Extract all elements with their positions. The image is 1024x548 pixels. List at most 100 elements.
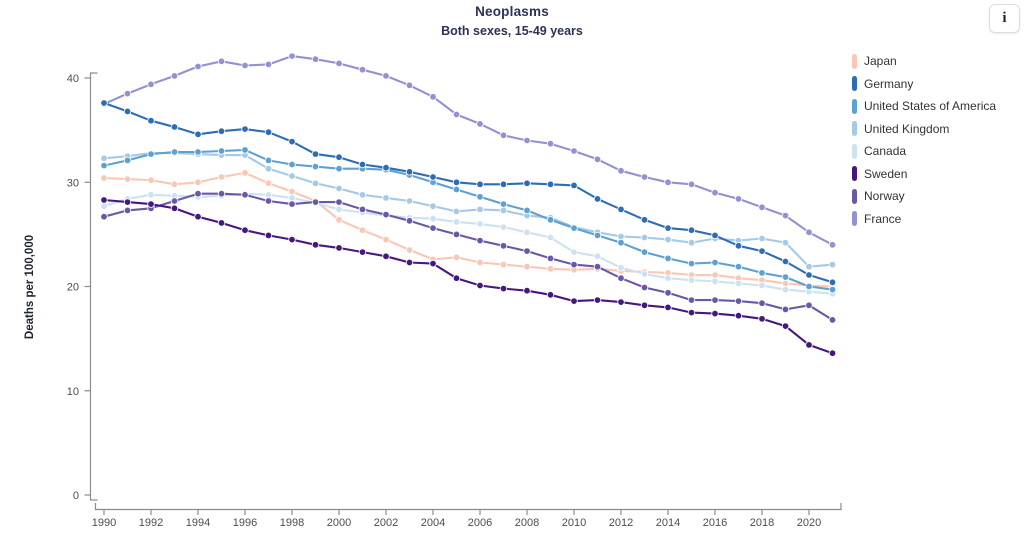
data-point-france-2016[interactable] xyxy=(711,188,719,197)
data-point-norway-1999[interactable] xyxy=(311,198,320,206)
data-point-germany-2011[interactable] xyxy=(593,195,602,203)
legend-item-canada[interactable]: Canada xyxy=(852,143,996,159)
data-point-france-1996[interactable] xyxy=(241,61,249,70)
data-point-france-2006[interactable] xyxy=(476,120,484,128)
data-point-japan-1996[interactable] xyxy=(241,169,249,177)
data-point-france-1997[interactable] xyxy=(264,60,273,69)
data-point-norway-1997[interactable] xyxy=(264,197,273,205)
data-point-france-2007[interactable] xyxy=(499,131,508,139)
data-point-canada-2013[interactable] xyxy=(640,270,649,278)
data-point-united-kingdom-2007[interactable] xyxy=(499,206,508,215)
data-point-united-kingdom-2012[interactable] xyxy=(617,232,625,241)
data-point-sweden-2017[interactable] xyxy=(734,312,743,320)
legend-item-france[interactable]: France xyxy=(852,211,996,227)
data-point-united-states-of-america-2009[interactable] xyxy=(546,216,555,224)
data-point-germany-2021[interactable] xyxy=(828,278,837,286)
data-point-france-2001[interactable] xyxy=(358,65,367,74)
data-point-united-states-of-america-1990[interactable] xyxy=(100,161,108,170)
data-point-canada-2006[interactable] xyxy=(476,220,484,228)
data-point-canada-2007[interactable] xyxy=(499,223,508,231)
data-point-france-2003[interactable] xyxy=(405,81,414,89)
legend-item-sweden[interactable]: Sweden xyxy=(852,166,996,182)
data-point-japan-2009[interactable] xyxy=(546,265,555,273)
data-point-sweden-2015[interactable] xyxy=(687,308,696,317)
data-point-united-kingdom-2005[interactable] xyxy=(452,207,461,216)
data-point-canada-1997[interactable] xyxy=(264,191,273,199)
data-point-germany-1993[interactable] xyxy=(170,123,179,131)
data-point-united-states-of-america-1992[interactable] xyxy=(147,150,155,158)
data-point-united-kingdom-2000[interactable] xyxy=(335,184,343,193)
legend-item-norway[interactable]: Norway xyxy=(852,188,996,204)
data-point-united-kingdom-2020[interactable] xyxy=(805,263,813,271)
data-point-norway-2018[interactable] xyxy=(758,299,766,307)
data-point-sweden-1993[interactable] xyxy=(170,204,179,212)
data-point-japan-2019[interactable] xyxy=(781,279,790,288)
data-point-sweden-1995[interactable] xyxy=(217,219,226,227)
data-point-united-kingdom-2015[interactable] xyxy=(687,238,696,247)
data-point-united-kingdom-2002[interactable] xyxy=(382,194,390,202)
data-point-norway-2014[interactable] xyxy=(664,289,672,297)
legend-item-japan[interactable]: Japan xyxy=(852,53,996,69)
data-point-sweden-2010[interactable] xyxy=(570,297,578,305)
data-point-japan-2008[interactable] xyxy=(523,263,531,271)
data-point-sweden-2016[interactable] xyxy=(711,309,719,318)
data-point-france-1991[interactable] xyxy=(123,89,132,98)
data-point-norway-2007[interactable] xyxy=(499,242,508,250)
data-point-france-2004[interactable] xyxy=(429,93,437,101)
data-point-france-2019[interactable] xyxy=(781,211,790,220)
data-point-japan-1993[interactable] xyxy=(170,180,179,188)
data-point-sweden-1992[interactable] xyxy=(147,200,155,208)
data-point-united-states-of-america-2015[interactable] xyxy=(687,259,696,268)
data-point-sweden-1990[interactable] xyxy=(100,196,108,204)
data-point-united-states-of-america-2020[interactable] xyxy=(805,282,813,291)
data-point-sweden-1991[interactable] xyxy=(123,198,132,206)
data-point-japan-1997[interactable] xyxy=(264,179,273,187)
data-point-united-states-of-america-2013[interactable] xyxy=(640,248,649,256)
data-point-japan-2005[interactable] xyxy=(452,253,461,261)
data-point-france-1992[interactable] xyxy=(147,80,155,88)
legend-item-united-kingdom[interactable]: United Kingdom xyxy=(852,121,996,137)
data-point-france-2010[interactable] xyxy=(570,147,578,155)
data-point-united-states-of-america-2012[interactable] xyxy=(617,238,625,247)
data-point-united-kingdom-2006[interactable] xyxy=(476,205,484,214)
data-point-sweden-1996[interactable] xyxy=(241,226,249,234)
data-point-germany-2008[interactable] xyxy=(523,179,531,187)
data-point-norway-1995[interactable] xyxy=(217,189,226,198)
data-point-sweden-2018[interactable] xyxy=(758,315,766,323)
data-point-norway-2021[interactable] xyxy=(828,316,837,324)
data-point-sweden-1994[interactable] xyxy=(194,212,202,221)
data-point-germany-2007[interactable] xyxy=(499,180,508,188)
data-point-japan-2016[interactable] xyxy=(711,271,719,279)
data-point-japan-1991[interactable] xyxy=(123,175,132,183)
data-point-united-kingdom-2018[interactable] xyxy=(758,234,766,243)
data-point-sweden-2003[interactable] xyxy=(405,258,414,267)
data-point-united-states-of-america-1995[interactable] xyxy=(217,147,226,155)
data-point-norway-2012[interactable] xyxy=(617,274,625,282)
data-point-germany-1997[interactable] xyxy=(264,128,273,136)
data-point-germany-2013[interactable] xyxy=(640,216,649,224)
data-point-france-1994[interactable] xyxy=(194,62,202,71)
data-point-norway-2019[interactable] xyxy=(781,305,790,314)
data-point-united-states-of-america-1991[interactable] xyxy=(123,156,132,165)
data-point-france-2013[interactable] xyxy=(640,173,649,181)
data-point-united-states-of-america-1996[interactable] xyxy=(241,146,249,154)
data-point-japan-1992[interactable] xyxy=(147,176,155,184)
data-point-japan-1995[interactable] xyxy=(217,173,226,181)
data-point-united-kingdom-2004[interactable] xyxy=(429,202,437,210)
data-point-sweden-2001[interactable] xyxy=(358,248,367,256)
data-point-norway-2013[interactable] xyxy=(640,283,649,292)
data-point-france-2015[interactable] xyxy=(687,180,696,188)
data-point-germany-2004[interactable] xyxy=(429,173,437,181)
data-point-norway-2011[interactable] xyxy=(593,263,602,271)
data-point-germany-2017[interactable] xyxy=(734,242,743,250)
data-point-canada-2017[interactable] xyxy=(734,279,743,288)
legend-item-united-states-of-america[interactable]: United States of America xyxy=(852,98,996,114)
data-point-canada-2009[interactable] xyxy=(546,233,555,242)
data-point-united-kingdom-2021[interactable] xyxy=(828,260,837,269)
data-point-france-2012[interactable] xyxy=(617,167,625,175)
data-point-united-states-of-america-2016[interactable] xyxy=(711,258,719,267)
data-point-germany-1999[interactable] xyxy=(311,150,320,158)
data-point-united-kingdom-2013[interactable] xyxy=(640,233,649,242)
legend-item-germany[interactable]: Germany xyxy=(852,76,996,92)
data-point-united-states-of-america-2021[interactable] xyxy=(828,285,837,294)
